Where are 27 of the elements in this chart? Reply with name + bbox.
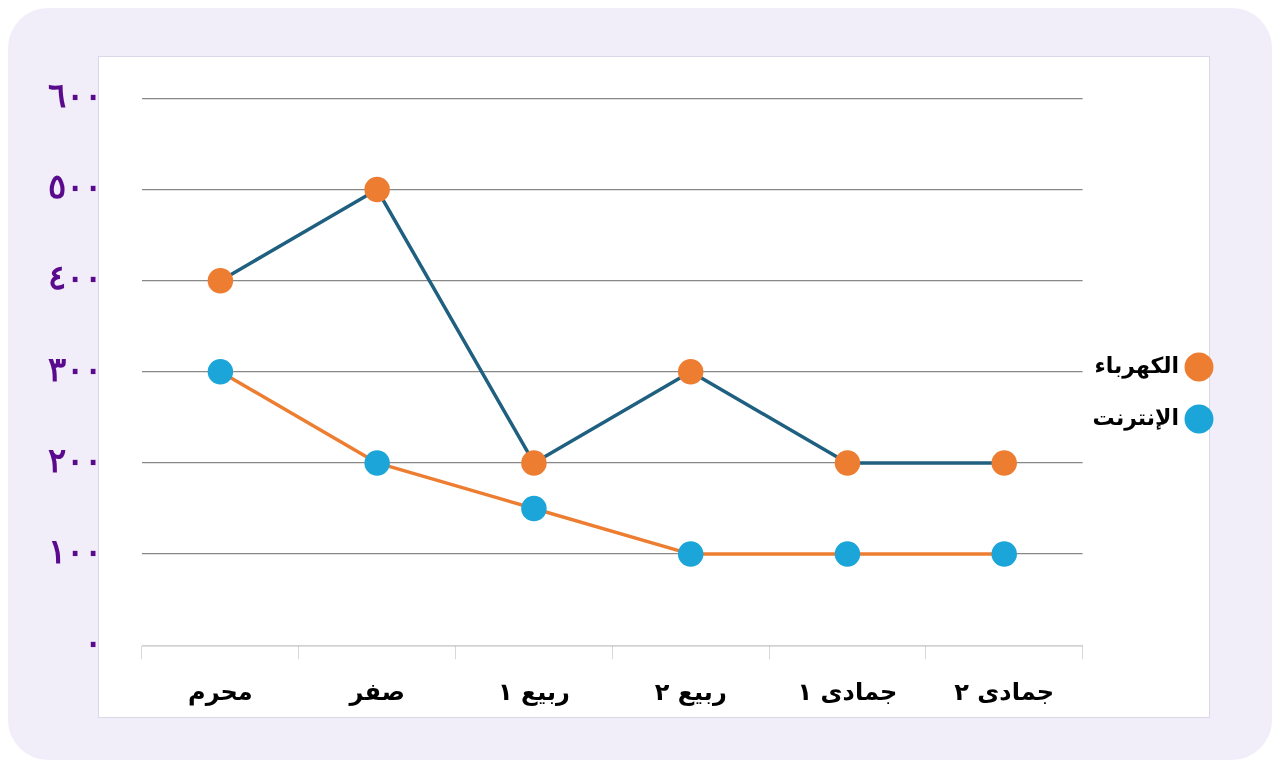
x-tick-label: ربيع ١ <box>497 677 570 706</box>
point <box>364 176 390 203</box>
point <box>207 267 234 294</box>
y-tick-label: ١٠٠ <box>48 530 102 571</box>
legend-label: الإنترنت <box>1092 404 1179 431</box>
point <box>677 359 704 385</box>
x-tick-label: جمادى ١ <box>797 677 898 706</box>
y-tick-label: ٣٠٠ <box>48 348 102 389</box>
y-tick-label: ٤٠٠ <box>48 257 102 298</box>
point <box>677 541 704 567</box>
point <box>834 450 861 476</box>
x-tick-label: صفر <box>348 677 405 706</box>
point <box>834 541 861 567</box>
point <box>364 450 390 476</box>
y-tick-label: ٥٠٠ <box>48 166 102 207</box>
point <box>991 450 1017 476</box>
y-tick-label: ٢٠٠ <box>48 439 102 480</box>
point <box>521 450 547 476</box>
x-tick-label: جمادى ٢ <box>954 677 1055 706</box>
x-tick-label: ربيع ٢ <box>654 677 727 706</box>
legend-label: الكهرباء <box>1094 352 1179 379</box>
point <box>991 541 1017 567</box>
point <box>207 359 234 385</box>
y-tick-label: ٠ <box>84 622 102 663</box>
y-tick-label: ٦٠٠ <box>48 75 102 116</box>
x-tick-label: محرم <box>188 677 253 706</box>
point <box>521 495 547 522</box>
